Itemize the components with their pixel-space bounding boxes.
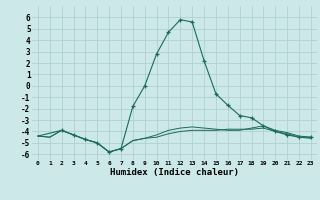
X-axis label: Humidex (Indice chaleur): Humidex (Indice chaleur) (110, 168, 239, 177)
